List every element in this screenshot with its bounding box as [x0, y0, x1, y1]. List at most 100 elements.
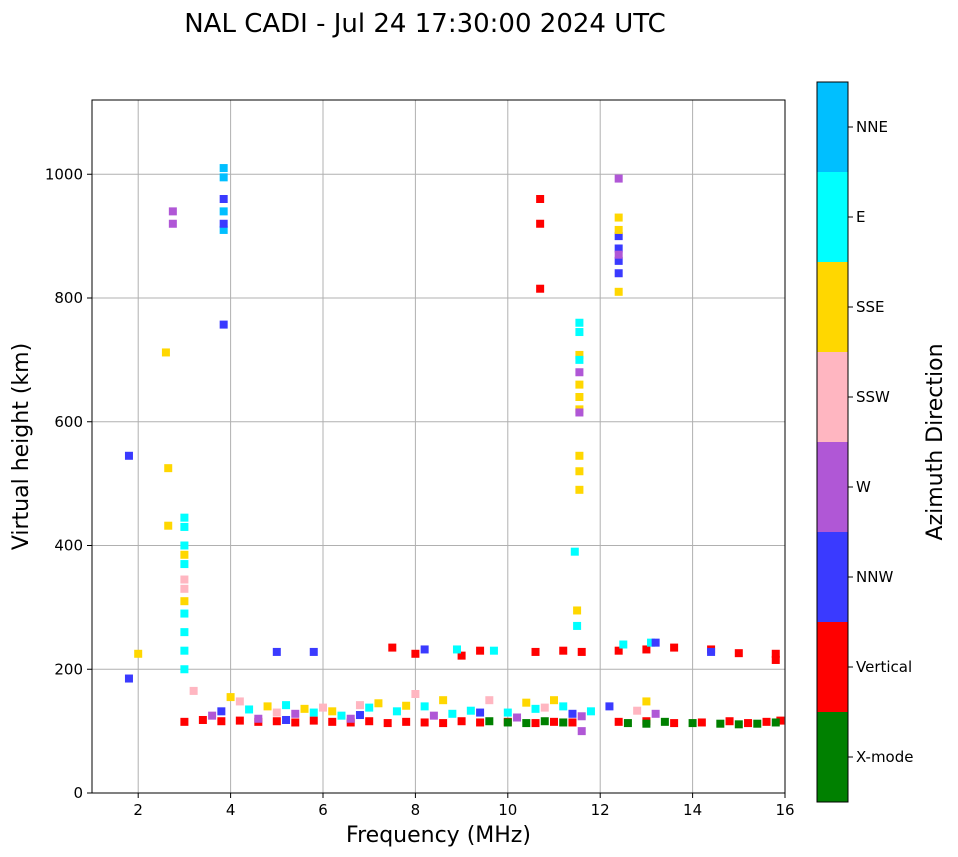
data-point: [577, 712, 586, 721]
x-tick-label: 2: [133, 801, 143, 819]
data-point: [448, 709, 457, 718]
colorbar-label: SSE: [856, 298, 885, 316]
data-point: [164, 521, 173, 530]
data-point: [392, 707, 401, 716]
colorbar-segment: [817, 172, 848, 262]
data-point: [180, 513, 189, 522]
data-point: [219, 219, 228, 228]
x-axis-label: Frequency (MHz): [346, 823, 531, 848]
x-tick-label: 12: [591, 801, 610, 819]
data-point: [575, 368, 584, 377]
data-point: [300, 704, 309, 713]
data-point: [734, 720, 743, 729]
data-point: [235, 716, 244, 725]
data-point: [614, 269, 623, 278]
data-point: [550, 696, 558, 705]
data-point: [309, 716, 318, 725]
data-point: [272, 717, 281, 726]
data-point: [219, 320, 228, 329]
grid-lines: [92, 100, 786, 794]
data-point: [476, 646, 485, 655]
data-point: [411, 649, 420, 658]
data-point: [776, 716, 785, 725]
data-point: [309, 708, 318, 717]
data-point: [522, 719, 531, 728]
data-point: [272, 708, 281, 717]
data-point: [328, 717, 337, 726]
y-tick-label: 1000: [45, 165, 83, 183]
y-axis-label: Virtual height (km): [9, 343, 34, 550]
data-point: [614, 232, 623, 241]
data-point: [180, 628, 189, 637]
data-point: [355, 711, 364, 720]
data-point: [573, 606, 582, 615]
colorbar-label: NNE: [856, 118, 888, 136]
data-point: [633, 706, 642, 715]
data-point: [164, 464, 173, 473]
data-point: [744, 719, 753, 728]
data-point: [180, 522, 189, 531]
colorbar-label: W: [856, 478, 871, 496]
data-point: [771, 718, 780, 727]
data-point: [586, 707, 595, 716]
y-axis-ticks: 0 200 400 600 800 1000: [45, 165, 92, 802]
data-point: [660, 717, 669, 726]
plot-frame: [91, 99, 786, 794]
data-point: [272, 647, 281, 656]
colorbar-segment: [817, 442, 848, 532]
data-point: [254, 714, 263, 723]
colorbar-label: E: [856, 208, 865, 226]
data-point: [531, 647, 540, 656]
data-point: [439, 696, 448, 705]
data-point: [476, 708, 485, 717]
data-point: [522, 698, 531, 707]
colorbar-label: NNW: [856, 568, 893, 586]
data-point: [263, 702, 272, 711]
data-point: [577, 647, 586, 656]
data-point: [619, 640, 628, 649]
x-tick-label: 16: [775, 801, 794, 819]
data-point: [503, 718, 512, 727]
data-point: [753, 719, 762, 728]
data-point: [180, 560, 189, 569]
data-point: [531, 719, 540, 728]
data-point: [388, 643, 397, 652]
colorbar-segment: [817, 712, 848, 802]
data-point: [219, 164, 228, 173]
y-tick-label: 800: [54, 289, 83, 307]
colorbar-label: Vertical: [856, 658, 912, 676]
data-point: [614, 225, 623, 234]
data-point: [536, 195, 545, 203]
data-point: [198, 715, 207, 724]
data-point: [575, 485, 584, 494]
x-tick-label: 8: [411, 801, 421, 819]
data-point: [771, 655, 780, 664]
colorbar: X-mode Vertical NNW W SSW SSE E NNE: [816, 81, 913, 803]
y-tick-label: 600: [54, 413, 83, 431]
colorbar-segment: [817, 352, 848, 442]
data-point: [670, 719, 679, 728]
data-point: [575, 328, 584, 337]
data-point: [180, 717, 189, 726]
data-point: [457, 651, 466, 660]
data-point: [642, 719, 651, 728]
data-point: [355, 701, 364, 710]
data-point: [420, 702, 429, 711]
data-point: [476, 718, 485, 727]
data-point: [614, 256, 623, 265]
data-point: [550, 717, 558, 726]
x-tick-label: 14: [683, 801, 702, 819]
data-point: [219, 195, 228, 203]
data-point: [762, 717, 771, 726]
data-point: [536, 284, 545, 293]
data-point: [291, 709, 300, 718]
data-point: [180, 646, 189, 655]
data-point: [411, 690, 420, 698]
data-point: [614, 174, 623, 183]
data-point: [647, 638, 656, 647]
data-point: [180, 575, 189, 584]
data-point: [420, 718, 429, 727]
data-point: [217, 707, 226, 716]
data-point: [575, 408, 584, 417]
